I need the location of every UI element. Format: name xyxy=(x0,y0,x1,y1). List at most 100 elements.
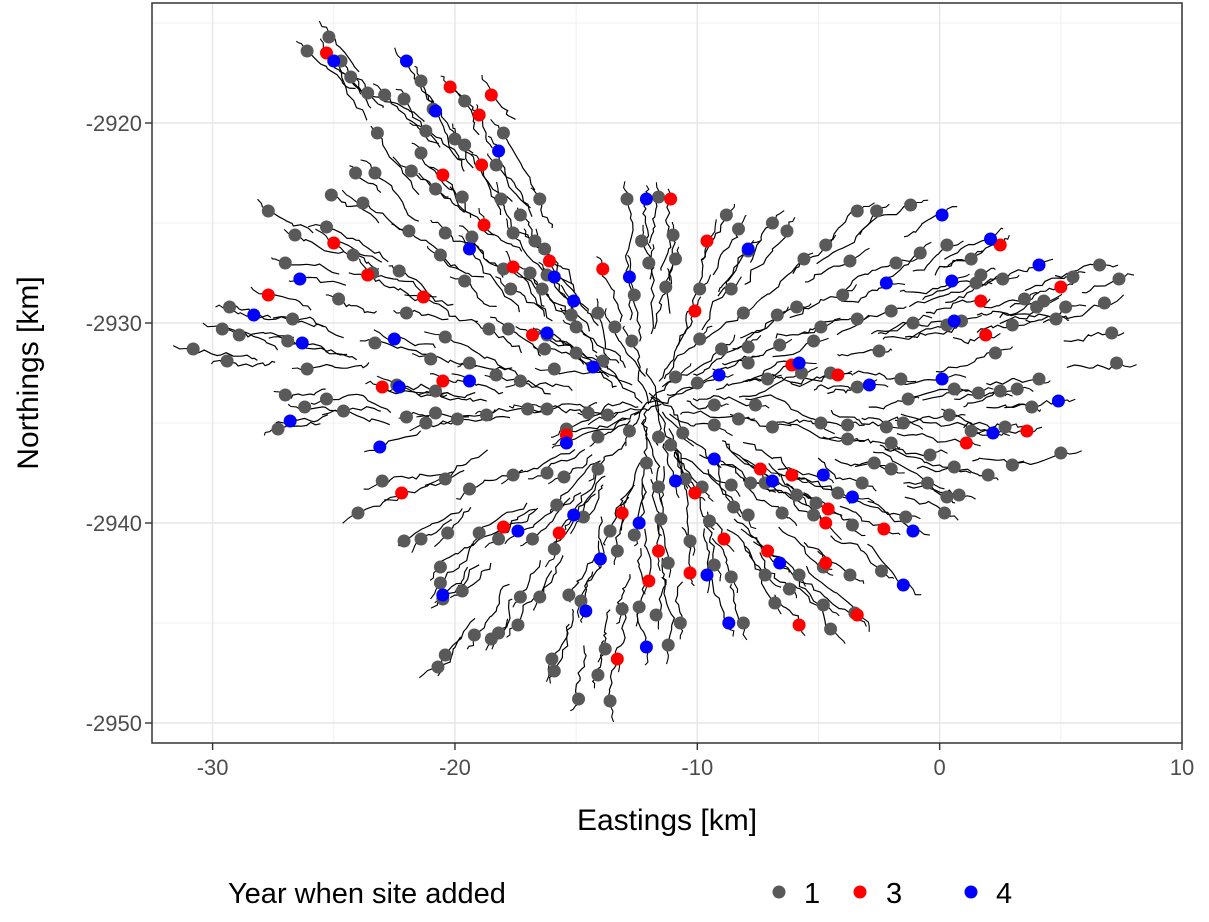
data-point-year-3 xyxy=(850,608,864,622)
data-point-year-1 xyxy=(969,276,983,290)
river-segment xyxy=(829,210,858,245)
river-segment xyxy=(631,340,650,405)
data-point-year-4 xyxy=(1032,258,1046,272)
data-point-year-1 xyxy=(790,300,804,314)
river-segment xyxy=(439,254,485,278)
river-segment xyxy=(740,314,778,339)
data-point-year-3 xyxy=(615,506,629,520)
data-point-year-1 xyxy=(850,380,864,394)
data-point-year-1 xyxy=(635,234,649,248)
river-segment xyxy=(1063,331,1112,343)
data-point-year-1 xyxy=(632,600,646,614)
data-point-year-1 xyxy=(792,568,806,582)
legend: Year when site added 1 3 4 xyxy=(228,878,1012,910)
river-segment xyxy=(355,172,382,194)
data-point-year-4 xyxy=(567,294,581,308)
river-segment xyxy=(658,310,696,382)
data-point-year-1 xyxy=(1110,356,1124,370)
data-point-year-4 xyxy=(947,314,961,328)
data-point-year-1 xyxy=(540,402,554,416)
river-segment xyxy=(488,328,523,354)
river-segment xyxy=(744,545,776,604)
river-segment xyxy=(628,277,634,321)
data-point-year-1 xyxy=(375,474,389,488)
data-point-year-1 xyxy=(378,88,392,102)
data-point-year-1 xyxy=(693,332,707,346)
data-point-year-3 xyxy=(1020,424,1034,438)
data-point-year-3 xyxy=(436,168,450,182)
river-segment xyxy=(638,482,647,524)
data-point-year-1 xyxy=(504,282,518,296)
river-segment xyxy=(632,294,642,342)
river-segment xyxy=(508,328,542,357)
data-point-year-3 xyxy=(819,516,833,530)
river-segment xyxy=(859,204,911,236)
river-segment xyxy=(837,262,897,295)
river-segment xyxy=(374,172,419,222)
river-segment xyxy=(789,294,844,319)
data-point-year-1 xyxy=(368,166,382,180)
river-segment xyxy=(699,312,744,343)
data-point-year-1 xyxy=(429,406,443,420)
river-segment xyxy=(983,298,1025,309)
river-segment xyxy=(868,398,909,410)
data-point-year-1 xyxy=(773,338,787,352)
river-segment xyxy=(399,383,452,396)
river-segment xyxy=(469,362,523,378)
data-point-year-3 xyxy=(596,262,610,276)
river-segment xyxy=(558,475,606,534)
river-segment xyxy=(813,384,858,391)
data-point-year-1 xyxy=(472,526,486,540)
data-point-year-4 xyxy=(773,556,787,570)
river-segment xyxy=(1009,286,1062,308)
data-point-year-1 xyxy=(458,274,472,288)
data-point-year-3 xyxy=(552,526,566,540)
river-segment xyxy=(574,645,587,700)
river-segment xyxy=(972,457,1013,466)
data-point-year-1 xyxy=(731,412,745,426)
data-point-year-1 xyxy=(1059,300,1073,314)
data-point-year-3 xyxy=(395,486,409,500)
river-segment xyxy=(879,444,931,457)
data-point-year-1 xyxy=(322,30,336,44)
river-segment xyxy=(776,421,848,440)
river-segment xyxy=(852,370,902,380)
data-point-year-1 xyxy=(668,370,682,384)
x-axis-ticks: -30 -20 -10 0 10 xyxy=(197,743,1194,780)
data-point-year-1 xyxy=(479,408,493,422)
data-point-year-1 xyxy=(215,322,229,336)
river-segment xyxy=(935,351,996,373)
river-segment xyxy=(403,508,463,542)
data-point-year-1 xyxy=(467,628,481,642)
data-point-year-1 xyxy=(744,476,758,490)
river-segment xyxy=(478,502,528,534)
data-point-year-1 xyxy=(300,362,314,376)
data-point-year-1 xyxy=(603,524,617,538)
river-segment xyxy=(669,413,715,427)
data-point-year-3 xyxy=(484,88,498,102)
river-segment xyxy=(882,324,947,340)
river-segment xyxy=(306,362,370,370)
river-segment xyxy=(461,196,495,236)
data-point-year-4 xyxy=(429,104,443,118)
data-point-year-1 xyxy=(702,514,716,528)
data-point-year-4 xyxy=(492,144,506,158)
data-point-year-4 xyxy=(765,474,779,488)
river-segment xyxy=(519,560,541,598)
data-point-year-1 xyxy=(528,234,542,248)
river-segment xyxy=(787,418,848,429)
river-segment xyxy=(268,210,314,234)
data-point-year-1 xyxy=(884,304,898,318)
data-point-year-1 xyxy=(523,266,537,280)
river-segment xyxy=(461,562,492,592)
data-point-year-3 xyxy=(688,304,702,318)
data-point-year-1 xyxy=(356,196,370,210)
river-segment xyxy=(527,403,592,413)
river-segment xyxy=(976,306,1038,317)
river-segment xyxy=(343,410,390,426)
river-segment xyxy=(384,94,440,145)
data-point-year-3 xyxy=(361,268,375,282)
river-segment xyxy=(867,543,904,586)
river-segment xyxy=(573,300,599,327)
data-point-year-1 xyxy=(521,402,535,416)
